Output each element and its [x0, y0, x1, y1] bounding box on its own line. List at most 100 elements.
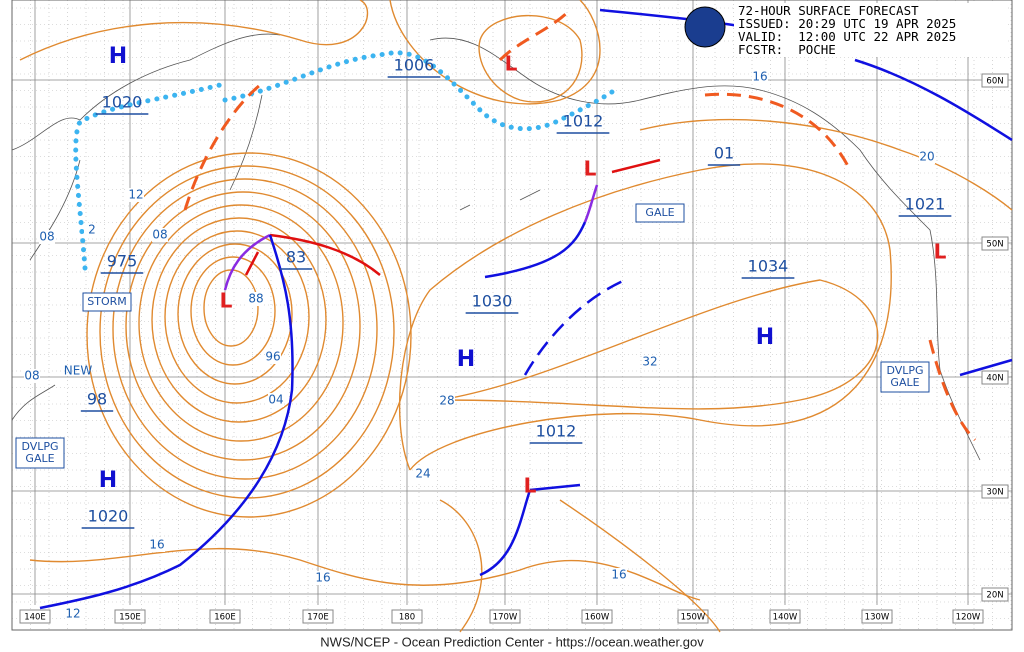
labels: 72-HOUR SURFACE FORECAST ISSUED: 20:29 U…	[15, 3, 1006, 649]
warm-front	[269, 233, 381, 276]
isobar	[164, 230, 310, 404]
low-center: L	[584, 157, 597, 181]
lat-label-box	[981, 236, 1009, 251]
warning-label: GALE	[25, 452, 54, 465]
isobar-label: 12	[128, 188, 143, 202]
pressure-label: 975	[107, 252, 138, 271]
cold-front	[479, 483, 581, 577]
pressure-label: 83	[286, 248, 306, 267]
label-bg	[128, 188, 144, 202]
label-bg	[268, 393, 284, 407]
header-line: FCSTR: POCHE	[738, 42, 836, 57]
lon-label: 120W	[956, 613, 981, 623]
high-center: H	[756, 325, 774, 350]
lon-label: 150W	[681, 613, 706, 623]
isobar	[19, 0, 369, 61]
low-center: L	[524, 474, 537, 498]
label-bg	[752, 70, 768, 84]
isobars	[19, 0, 1013, 633]
lat-label-box	[981, 484, 1009, 499]
pressure-label: 1020	[88, 507, 129, 526]
high-center: H	[457, 347, 475, 372]
lon-label-box	[209, 609, 241, 624]
pressure-label: 01	[714, 144, 734, 163]
isobar	[177, 243, 293, 385]
low-center: L	[220, 289, 233, 313]
label-bg	[265, 350, 281, 364]
lon-label-box	[19, 609, 51, 624]
isobar	[138, 204, 344, 442]
pressure-label: 1012	[563, 112, 604, 131]
ice-edge	[73, 50, 618, 271]
isobar	[151, 217, 327, 423]
graticule	[11, 0, 1013, 631]
warning-label: GALE	[645, 206, 674, 219]
lon-label: 150E	[119, 613, 141, 623]
label-bg	[149, 538, 165, 552]
pressure-label: 1021	[905, 195, 946, 214]
isobar	[112, 178, 378, 480]
low-center: L	[505, 52, 518, 76]
footer: NWS/NCEP - Ocean Prediction Center - htt…	[320, 634, 704, 649]
trough	[183, 8, 977, 442]
isobar-label: 08	[39, 230, 54, 244]
lon-label-box	[489, 609, 521, 624]
isobar-label: 96	[265, 350, 280, 364]
pressure-label: 1030	[472, 292, 513, 311]
cold-front	[39, 234, 294, 610]
label-bg	[84, 223, 100, 237]
isobar	[125, 191, 361, 461]
lat-label: 30N	[986, 488, 1003, 498]
lat-label-box	[981, 73, 1009, 88]
label-bg	[24, 369, 40, 383]
warning-box	[15, 437, 65, 469]
pressure-label: 1012	[536, 422, 577, 441]
isobar-label: 16	[611, 568, 626, 582]
occluded-front	[583, 184, 599, 223]
warning-label: STORM	[87, 295, 127, 308]
isobar	[639, 118, 1013, 211]
lat-label: 40N	[986, 374, 1003, 384]
isobar	[389, 0, 601, 105]
warning-box	[635, 203, 685, 223]
warning-label: GALE	[890, 376, 919, 389]
lat-label: 50N	[986, 240, 1003, 250]
header-line: 72-HOUR SURFACE FORECAST	[738, 3, 919, 18]
lon-label-box	[114, 609, 146, 624]
high-center: H	[99, 468, 117, 493]
isobar	[190, 256, 276, 366]
isobar	[439, 499, 721, 633]
isobar-label: 12	[65, 607, 80, 621]
occluded-front	[223, 233, 271, 291]
isobar-label: 04	[268, 393, 283, 407]
isobar-label: 08	[24, 369, 39, 383]
isobar-label: 08	[152, 228, 167, 242]
isobar-label: 16	[752, 70, 767, 84]
low-center: L	[934, 240, 947, 264]
track-arrow	[244, 158, 661, 276]
isobar-label: 16	[149, 538, 164, 552]
lat-label: 60N	[986, 77, 1003, 87]
lon-label-box	[769, 609, 801, 624]
header-line: VALID: 12:00 UTC 22 APR 2025	[738, 29, 956, 44]
lat-label-box	[981, 370, 1009, 385]
lon-label-box	[302, 609, 334, 624]
warning-box	[880, 361, 930, 393]
label-bg	[315, 571, 331, 585]
pressure-label: 98	[87, 390, 107, 409]
header-box	[734, 3, 1006, 57]
coastlines	[11, 33, 981, 461]
lon-label: 170E	[307, 613, 329, 623]
lon-label: 140W	[773, 613, 798, 623]
lon-label: 160W	[585, 613, 610, 623]
lon-label: 160E	[214, 613, 236, 623]
noaa-logo	[684, 6, 726, 48]
label-bg	[642, 355, 658, 369]
coastline	[11, 33, 981, 461]
cold-front	[484, 221, 587, 279]
isobar-label: 20	[919, 150, 934, 164]
isobar-label: 24	[415, 467, 430, 481]
lat-label: 20N	[986, 591, 1003, 601]
